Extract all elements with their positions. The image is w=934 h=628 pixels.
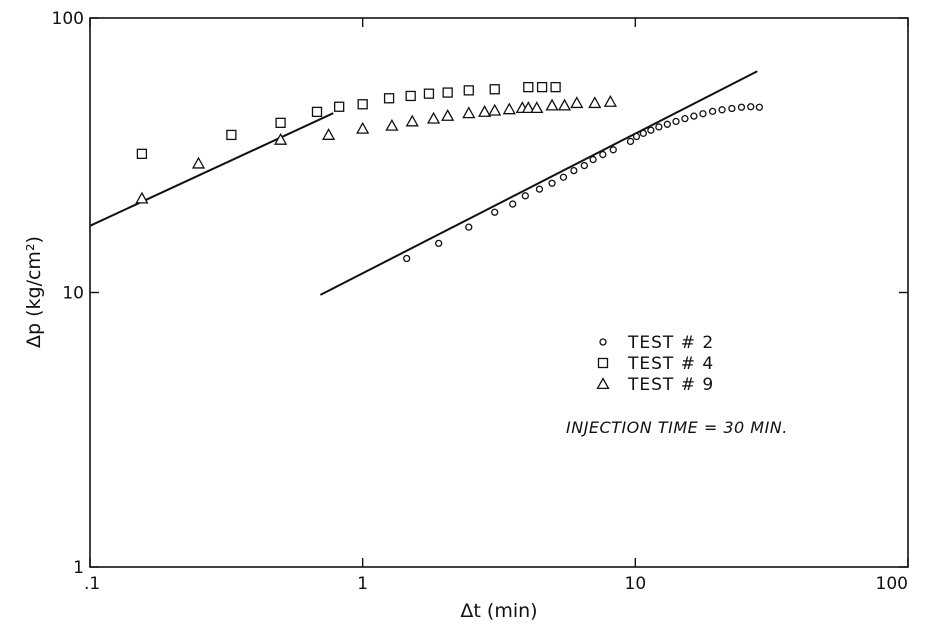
square-point	[226, 129, 237, 141]
square-point	[383, 93, 395, 104]
y-tick-label: 100	[52, 9, 84, 29]
square-point	[136, 148, 148, 159]
triangle-point	[273, 132, 288, 145]
triangle-point	[191, 156, 206, 169]
x-tick-label: 1	[357, 574, 368, 594]
circle-point	[737, 103, 746, 111]
circle-point	[435, 239, 443, 248]
circle-point	[747, 103, 755, 111]
circle-point	[599, 150, 607, 159]
square-point	[550, 81, 561, 93]
circle-point	[728, 104, 736, 113]
circle-point	[589, 155, 597, 164]
legend-label: TEST # 9	[627, 375, 714, 395]
circle-point	[690, 112, 698, 120]
series-circle	[403, 103, 764, 263]
plot-frame	[89, 17, 909, 568]
reference-line	[319, 70, 758, 296]
circle-point	[655, 123, 663, 131]
circle-point	[718, 106, 726, 114]
square-point	[405, 90, 416, 102]
triangle-point	[462, 106, 476, 119]
triangle-point	[321, 128, 336, 140]
circle-point	[548, 179, 556, 187]
y-tick-label: 1	[73, 558, 84, 578]
triangle-point	[135, 191, 149, 204]
triangle-point	[488, 103, 502, 116]
series-square	[136, 81, 561, 159]
y-axis-title: Δp (kg/cm²)	[23, 236, 45, 348]
circle-point	[570, 166, 578, 175]
triangle-point	[441, 109, 455, 121]
triangle-point	[570, 96, 584, 109]
circle-point	[580, 161, 588, 170]
x-tick-label: .1	[84, 574, 100, 594]
circle-point	[663, 120, 671, 128]
square-point	[442, 87, 453, 98]
circle-point	[609, 146, 617, 154]
triangle-point	[521, 101, 535, 114]
circle-point	[699, 110, 707, 118]
triangle-point	[477, 105, 492, 117]
square-point	[357, 99, 368, 110]
circle-point	[672, 117, 680, 126]
triangle-point	[603, 94, 617, 107]
square-point	[275, 117, 286, 128]
circle-point	[755, 103, 764, 111]
triangle-point	[405, 114, 419, 127]
circle-point	[403, 254, 411, 263]
circle-point	[509, 200, 517, 208]
circle-point	[632, 132, 641, 141]
triangle-point	[530, 101, 544, 114]
square-point	[334, 101, 345, 112]
circle-point	[559, 173, 568, 181]
triangle-point	[545, 98, 559, 111]
square-point	[311, 106, 323, 118]
circle-point	[647, 126, 655, 134]
square-point	[423, 88, 435, 99]
x-axis-title: Δt (min)	[460, 600, 537, 622]
triangle-point	[356, 121, 370, 134]
circle-point	[535, 185, 544, 193]
square-point	[489, 84, 500, 95]
triangle-point	[502, 102, 516, 115]
x-tick-label: 10	[625, 574, 647, 594]
x-tick-label: 100	[876, 574, 908, 594]
y-tick-label: 10	[62, 284, 84, 304]
circle-point	[465, 223, 473, 231]
data-points	[135, 81, 764, 263]
reference-line	[89, 112, 334, 227]
series-triangle	[135, 94, 617, 204]
circle-point	[626, 137, 635, 146]
triangle-point	[588, 96, 602, 109]
triangle-point	[385, 118, 399, 131]
circle-point	[639, 129, 647, 137]
injection-time-note: INJECTION TIME = 30 MIN.	[566, 418, 788, 437]
triangle-point	[426, 111, 441, 124]
circle-point	[521, 192, 529, 200]
legend-triangle-marker	[596, 377, 610, 390]
legend-label: TEST # 2	[627, 333, 714, 353]
square-point	[463, 85, 474, 96]
legend-circle-marker	[599, 338, 607, 346]
triangle-point	[557, 98, 572, 111]
square-point	[536, 81, 548, 93]
reference-lines	[89, 70, 758, 296]
circle-point	[491, 208, 499, 216]
legend-label: TEST # 4	[627, 354, 714, 374]
square-point	[523, 81, 534, 93]
legend-square-marker	[597, 357, 609, 369]
circle-point	[708, 107, 717, 116]
circle-point	[681, 114, 689, 123]
